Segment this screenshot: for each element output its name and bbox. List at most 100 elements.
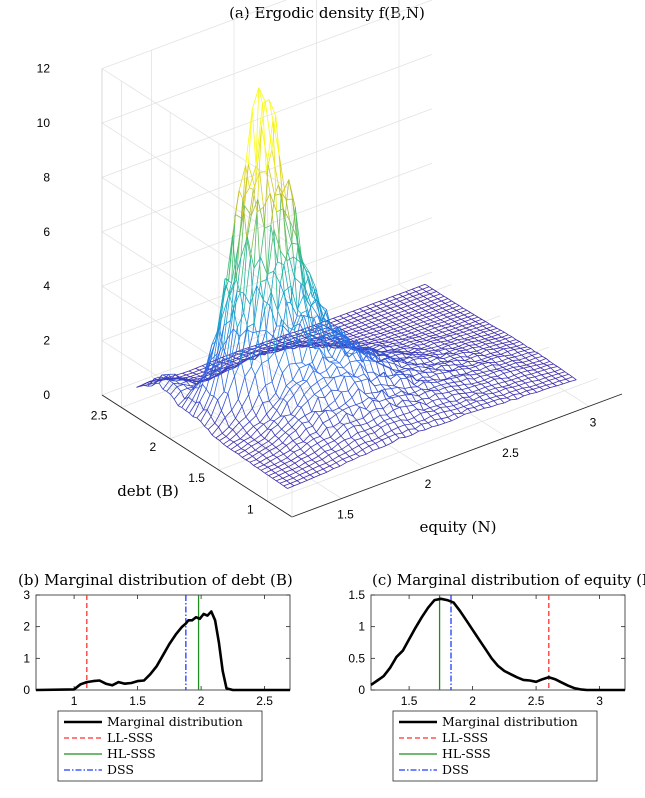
mesh-segment (233, 308, 238, 328)
mesh-segment (412, 296, 418, 300)
mesh-segment (419, 371, 427, 374)
mesh-segment (307, 394, 315, 402)
mesh-segment (259, 457, 267, 463)
mesh-segment (290, 277, 295, 303)
mesh-segment (364, 317, 369, 321)
legend-label: DSS (107, 762, 134, 777)
mesh-segment (347, 425, 355, 431)
mesh-segment (414, 392, 419, 397)
mesh-segment (226, 446, 232, 450)
mesh-segment (323, 317, 328, 329)
mesh-segment (335, 414, 341, 423)
mesh-segment (427, 410, 434, 413)
mesh-segment (300, 407, 306, 416)
mesh-segment (287, 243, 292, 253)
mesh-segment (521, 354, 526, 359)
mesh-segment (306, 468, 313, 473)
mesh-segment (369, 408, 377, 413)
mesh-segment (345, 452, 350, 457)
mesh-segment (522, 362, 527, 366)
mesh-segment (456, 377, 462, 382)
mesh-segment (387, 385, 392, 389)
mesh-segment (294, 244, 299, 278)
mesh-segment (376, 328, 384, 332)
mesh-segment (451, 359, 458, 362)
mesh-segment (530, 348, 535, 352)
mesh-segment (400, 378, 405, 389)
mesh-segment (235, 199, 244, 280)
mesh-segment (285, 432, 290, 436)
mesh-segment (343, 422, 351, 425)
mesh-segment (403, 326, 411, 330)
mesh-segment (335, 346, 343, 361)
mesh-segment (352, 415, 357, 421)
mesh-segment (486, 372, 494, 376)
mesh-segment (466, 309, 471, 313)
mesh-segment (453, 402, 461, 406)
mesh-segment (331, 443, 339, 450)
mesh-segment (440, 361, 445, 364)
mesh-segment (448, 351, 454, 355)
mesh-segment (433, 295, 438, 300)
mesh-segment (530, 371, 538, 375)
mesh-segment (519, 341, 524, 345)
mesh-segment (416, 408, 421, 414)
mesh-segment (175, 380, 181, 385)
mesh-segment (490, 376, 498, 378)
mesh-segment (382, 341, 390, 344)
mesh-segment (465, 349, 471, 353)
mesh-segment (435, 310, 440, 314)
mesh-segment (418, 310, 426, 314)
mesh-segment (363, 334, 368, 338)
mesh-segment (456, 331, 464, 335)
mesh-segment (438, 330, 443, 333)
mesh-segment (376, 303, 384, 307)
mesh-segment (250, 199, 259, 216)
mesh-segment (505, 336, 513, 340)
mesh-segment (405, 337, 413, 341)
mesh-segment (444, 387, 449, 393)
mesh-segment (341, 390, 349, 393)
mesh-segment (459, 312, 465, 316)
mesh-segment (222, 295, 231, 349)
mesh-segment (283, 450, 291, 455)
mesh-segment (496, 394, 504, 397)
mesh-segment (397, 328, 405, 332)
mesh-segment (434, 386, 439, 391)
mesh-segment (191, 387, 200, 401)
mesh-segment (228, 235, 233, 280)
mesh-segment (388, 351, 393, 354)
mesh-segment (547, 363, 554, 366)
mesh-segment (388, 362, 393, 370)
mesh-segment (433, 410, 438, 414)
mesh-segment (473, 376, 481, 380)
mesh-segment (510, 369, 518, 372)
mesh-segment (182, 372, 187, 376)
mesh-segment (307, 310, 315, 334)
floor-grid-line (267, 377, 598, 502)
mesh-segment (279, 156, 284, 209)
mesh-segment (276, 398, 284, 411)
mesh-segment (297, 456, 302, 460)
mesh-segment (391, 315, 396, 319)
mesh-segment (287, 451, 295, 459)
mesh-segment (364, 430, 369, 435)
mesh-segment (428, 303, 435, 307)
mesh-segment (517, 350, 525, 353)
mesh-segment (509, 391, 514, 396)
mesh-segment (405, 291, 410, 295)
mesh-segment (436, 357, 442, 362)
mesh-segment (415, 351, 423, 354)
mesh-segment (402, 321, 407, 325)
mesh-segment (484, 361, 489, 363)
mesh-segment (272, 450, 281, 456)
mesh-segment (188, 370, 193, 374)
mesh-segment (390, 330, 398, 334)
mesh-segment (417, 381, 425, 388)
mesh-segment (497, 348, 504, 353)
mesh-segment (399, 370, 404, 375)
mesh-segment (218, 299, 223, 329)
mesh-segment (404, 386, 412, 389)
mesh-segment (433, 342, 439, 347)
mesh-segment (227, 375, 235, 394)
